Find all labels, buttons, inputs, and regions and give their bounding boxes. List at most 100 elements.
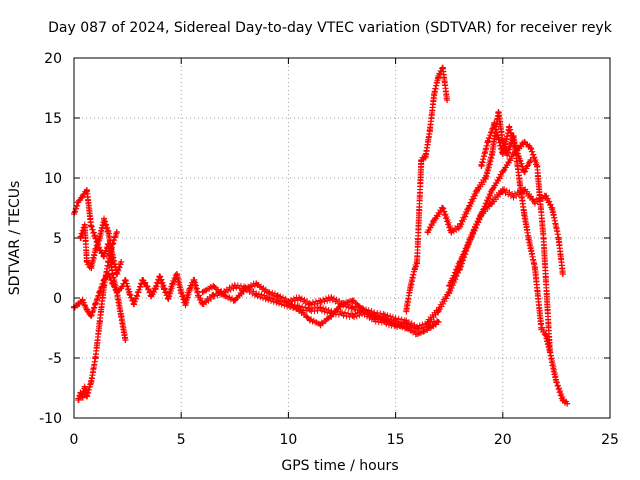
data-point bbox=[521, 139, 528, 145]
x-tick-label: 0 bbox=[70, 432, 79, 448]
data-point bbox=[339, 301, 345, 307]
x-tick-label: 20 bbox=[494, 432, 512, 448]
data-point bbox=[88, 265, 95, 271]
data-point bbox=[317, 305, 324, 312]
data-point bbox=[81, 223, 88, 229]
data-point bbox=[88, 223, 95, 229]
data-point bbox=[83, 259, 90, 265]
data-point bbox=[96, 235, 103, 241]
data-point bbox=[253, 280, 260, 287]
data-point bbox=[79, 297, 86, 304]
y-tick-label: -10 bbox=[39, 411, 62, 427]
data-point bbox=[306, 301, 313, 307]
data-point bbox=[553, 379, 560, 385]
data-point bbox=[285, 301, 292, 307]
data-point bbox=[435, 319, 442, 325]
data-point bbox=[426, 325, 433, 331]
data-point bbox=[456, 223, 463, 229]
data-point bbox=[559, 397, 566, 403]
y-tick-label: 5 bbox=[53, 231, 62, 247]
series-trace-l bbox=[478, 119, 534, 175]
data-point bbox=[83, 307, 90, 313]
data-point bbox=[381, 316, 388, 323]
data-point bbox=[549, 205, 556, 211]
data-point bbox=[482, 175, 489, 181]
data-point bbox=[489, 151, 496, 157]
data-point bbox=[339, 310, 345, 317]
data-point bbox=[122, 337, 129, 343]
data-point bbox=[274, 298, 281, 305]
data-point bbox=[77, 391, 84, 397]
data-point bbox=[559, 271, 566, 277]
data-point bbox=[328, 313, 335, 319]
data-point bbox=[83, 393, 90, 400]
data-point bbox=[152, 285, 159, 292]
y-tick-label: 20 bbox=[44, 51, 62, 67]
data-point bbox=[296, 295, 303, 301]
series-trace-h bbox=[403, 64, 451, 315]
data-point bbox=[403, 307, 410, 313]
data-point bbox=[521, 211, 528, 217]
data-point bbox=[173, 271, 180, 277]
data-point bbox=[253, 291, 260, 298]
data-point bbox=[407, 283, 414, 289]
data-point bbox=[403, 325, 410, 331]
data-point bbox=[489, 199, 496, 205]
data-point bbox=[435, 307, 442, 313]
series-trace-d bbox=[77, 215, 125, 278]
data-point bbox=[83, 187, 90, 193]
data-point bbox=[75, 301, 82, 307]
data-point bbox=[555, 235, 562, 241]
data-point bbox=[191, 277, 198, 283]
data-point bbox=[446, 283, 453, 289]
data-point bbox=[349, 297, 356, 304]
axis-ticks: 0 5 10 15 20 25 -10 -5 0 5 10 15 20 bbox=[39, 51, 619, 448]
series-trace-k bbox=[446, 139, 571, 407]
data-point bbox=[392, 321, 399, 328]
data-point bbox=[161, 285, 168, 292]
data-point bbox=[81, 385, 88, 391]
data-point bbox=[521, 169, 528, 175]
data-point bbox=[105, 259, 112, 265]
data-point bbox=[531, 199, 538, 205]
data-point bbox=[156, 273, 163, 280]
y-axis-label: SDTVAR / TECUs bbox=[7, 181, 23, 296]
data-point bbox=[414, 325, 421, 331]
data-point bbox=[306, 316, 313, 323]
data-point bbox=[435, 73, 442, 79]
data-point bbox=[478, 163, 485, 169]
data-point bbox=[101, 217, 108, 223]
data-point bbox=[118, 259, 125, 265]
data-point bbox=[92, 247, 99, 253]
x-tick-label: 15 bbox=[387, 432, 405, 448]
data-point bbox=[420, 328, 427, 335]
data-point bbox=[109, 280, 116, 287]
data-point bbox=[118, 313, 125, 319]
series-trace-c bbox=[75, 229, 120, 404]
data-point bbox=[414, 331, 421, 337]
data-point bbox=[148, 292, 155, 299]
data-point bbox=[221, 292, 228, 299]
data-point bbox=[422, 153, 429, 160]
y-tick-label: 15 bbox=[44, 111, 62, 127]
data-point bbox=[92, 301, 99, 307]
y-tick-label: 10 bbox=[44, 171, 62, 187]
data-point bbox=[534, 163, 541, 169]
data-point bbox=[210, 292, 217, 299]
data-point bbox=[186, 285, 193, 292]
x-tick-label: 10 bbox=[279, 432, 297, 448]
data-point bbox=[75, 397, 82, 403]
data-point bbox=[131, 301, 138, 307]
data-point bbox=[139, 277, 146, 283]
data-point bbox=[444, 97, 451, 103]
data-point bbox=[499, 187, 506, 193]
series-trace-g bbox=[285, 297, 442, 338]
data-point bbox=[538, 325, 545, 331]
data-point bbox=[317, 298, 324, 305]
data-point bbox=[113, 229, 120, 235]
data-point bbox=[431, 217, 438, 223]
data-point bbox=[88, 379, 95, 385]
data-point bbox=[414, 259, 421, 265]
data-point bbox=[242, 285, 249, 292]
data-point bbox=[527, 145, 534, 151]
